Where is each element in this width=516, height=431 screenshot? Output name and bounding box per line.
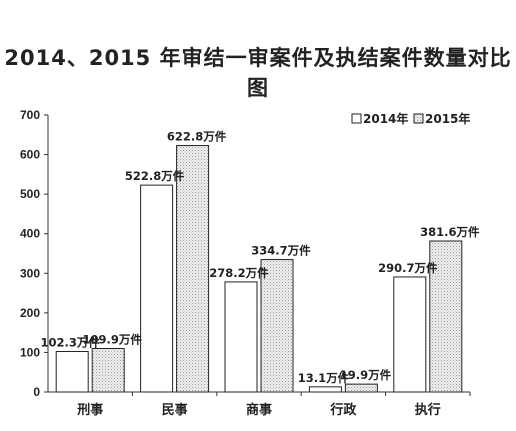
- x-tick-label: 行政: [329, 402, 357, 418]
- data-label: 522.8万件: [125, 169, 185, 183]
- x-tick-label: 民事: [162, 402, 188, 418]
- data-label: 109.9万件: [83, 333, 143, 347]
- y-tick-label: 100: [20, 345, 40, 359]
- axes: 0 100 200 300 400 500 600 700 刑事 民事 商事 行政 执行: [20, 108, 471, 418]
- bar-2014: [224, 281, 258, 393]
- bar-2015: [91, 348, 125, 393]
- data-label: 13.1万件: [298, 371, 350, 385]
- bar-2015: [344, 383, 378, 393]
- y-tick-label: 500: [20, 187, 40, 201]
- x-tick-label: 刑事: [77, 402, 103, 418]
- y-tick-label: 200: [20, 306, 40, 320]
- bar-2014: [55, 351, 89, 393]
- bar-2015: [260, 259, 294, 393]
- data-label: 102.3万件: [41, 336, 101, 350]
- data-label: 278.2万件: [209, 266, 269, 280]
- bar-2014: [308, 386, 342, 393]
- y-tick-label: 0: [33, 385, 40, 399]
- bar-2015: [429, 240, 463, 393]
- legend-swatch: [413, 113, 424, 124]
- data-label: 622.8万件: [167, 130, 227, 144]
- bar-2014: [140, 184, 174, 393]
- bar-2014: [393, 276, 427, 393]
- data-label: 19.9万件: [340, 368, 392, 382]
- x-tick-label: 执行: [415, 402, 441, 418]
- chart-title: 2014、2015 年审结一审案件及执结案件数量对比图: [4, 46, 512, 100]
- legend: 2014年 2015年: [351, 111, 470, 126]
- legend-label: 2014年: [363, 111, 408, 126]
- data-label: 381.6万件: [420, 225, 480, 239]
- y-tick-label: 300: [20, 266, 40, 280]
- bar-2015: [176, 145, 210, 393]
- data-label: 290.7万件: [378, 261, 438, 275]
- y-tick-label: 600: [20, 148, 40, 162]
- y-tick-label: 700: [20, 108, 40, 122]
- y-tick-label: 400: [20, 227, 40, 241]
- bars: [55, 145, 463, 393]
- data-label: 334.7万件: [251, 244, 311, 258]
- x-tick-label: 商事: [246, 402, 272, 418]
- legend-swatch: [351, 113, 362, 124]
- legend-label: 2015年: [425, 111, 470, 126]
